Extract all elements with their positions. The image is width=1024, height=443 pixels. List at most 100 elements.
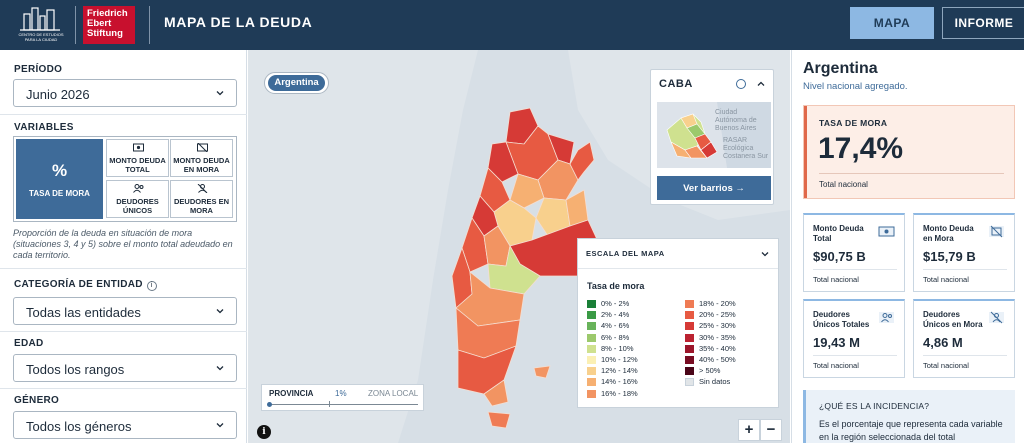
variable-label: MONTO DEUDA EN MORA [173, 156, 230, 174]
caba-minimap[interactable]: Ciudad Autónoma de Buenos Aires RASAR Ec… [657, 102, 771, 168]
variable-monto-deuda-total[interactable]: MONTO DEUDA TOTAL [106, 139, 169, 177]
card-note: Total nacional [923, 361, 969, 370]
minimap-label: Buenos Aires [715, 125, 757, 132]
slider-tick [329, 401, 330, 407]
divider [0, 388, 247, 389]
caba-barrio[interactable] [684, 145, 708, 159]
variable-tasa-de-mora[interactable]: % TASA DE MORA [16, 139, 103, 219]
chevron-up-icon[interactable] [757, 80, 765, 88]
periodo-value: Junio 2026 [26, 87, 90, 102]
city-studies-logo-caption: CENTRO DE ESTUDIOS PARA LA CIUDAD [18, 32, 64, 42]
people-icon [879, 312, 894, 323]
legend-swatch [587, 344, 596, 353]
info-icon[interactable]: i [257, 425, 271, 439]
money-off-icon [197, 143, 208, 152]
legend-swatch [685, 322, 694, 331]
genero-value: Todos los géneros [26, 419, 132, 434]
variable-deudores-en-mora[interactable]: DEUDORES EN MORA [170, 180, 233, 218]
deudores-unicos-totales-card: Deudores Únicos Totales 19,43 M Total na… [803, 299, 905, 378]
locate-icon[interactable] [736, 79, 746, 89]
province-santa-cruz-south[interactable] [483, 379, 509, 407]
legend-item-label: 4% - 6% [601, 321, 630, 331]
edad-label: EDAD [14, 338, 44, 349]
caba-title: CABA [659, 78, 693, 90]
resolution-slider[interactable]: PROVINCIA 1% ZONA LOCAL [261, 384, 424, 411]
variable-label: DEUDORES ÚNICOS [116, 197, 159, 215]
province-santiago-del-estero[interactable] [509, 173, 545, 209]
card-value: $90,75 B [813, 249, 866, 264]
slider-right-label: ZONA LOCAL [368, 389, 419, 398]
zoom-in-button[interactable]: + [738, 419, 760, 441]
legend-item-label: 12% - 14% [601, 366, 638, 376]
chevron-down-icon [216, 366, 224, 371]
person-off-icon [197, 184, 208, 193]
slider-handle[interactable] [267, 402, 272, 407]
card-divider [923, 269, 1007, 270]
percent-icon: % [51, 161, 68, 180]
monto-deuda-total-card: Monto Deuda Total $90,75 B Total naciona… [803, 213, 905, 292]
tasa-de-mora-card: TASA DE MORA 17,4% Total nacional [803, 105, 1015, 199]
province-mendoza[interactable] [461, 217, 489, 273]
slider-value: 1% [335, 389, 347, 398]
legend-item-label: 6% - 8% [601, 332, 630, 342]
minimap-label: Ciudad [715, 109, 737, 116]
info-icon[interactable]: i [146, 281, 157, 291]
nav-informe-button[interactable]: INFORME [942, 7, 1024, 39]
periodo-select[interactable]: Junio 2026 [13, 79, 237, 107]
card-value: 19,43 M [813, 335, 860, 350]
city-studies-logo[interactable]: CENTRO DE ESTUDIOS PARA LA CIUDAD [14, 4, 68, 46]
legend-swatch [587, 389, 596, 398]
zoom-out-button[interactable]: − [760, 419, 782, 441]
edad-select[interactable]: Todos los rangos [13, 354, 237, 382]
minimap-label: Ecológica [723, 145, 753, 152]
app-title: MAPA DE LA DEUDA [164, 14, 313, 30]
legend-swatch [685, 300, 694, 308]
card-divider [819, 173, 1004, 174]
divider [0, 268, 247, 269]
card-note: Total nacional [819, 180, 868, 189]
ver-barrios-button[interactable]: Ver barrios → [657, 176, 771, 200]
people-icon [133, 184, 144, 193]
money-icon [133, 143, 144, 152]
variable-monto-deuda-en-mora[interactable]: MONTO DEUDA EN MORA [170, 139, 233, 177]
legend-item-label: 0% - 2% [601, 299, 630, 308]
province-catamarca[interactable] [487, 141, 519, 183]
legend-item-label: 40% - 50% [699, 355, 736, 364]
summary-subtitle: Nivel nacional agregado. [803, 81, 908, 92]
legend-swatch [587, 367, 596, 376]
accent-bar [804, 106, 807, 198]
categoria-select[interactable]: Todas las entidades [13, 297, 237, 325]
header-divider [75, 6, 76, 44]
top-bar: CENTRO DE ESTUDIOS PARA LA CIUDAD Friedr… [0, 0, 1024, 50]
categoria-label: CATEGORÍA DE ENTIDAD i [14, 279, 157, 291]
slider-track[interactable] [270, 404, 418, 405]
variable-deudores-unicos[interactable]: DEUDORES ÚNICOS [106, 180, 169, 218]
genero-select[interactable]: Todos los géneros [13, 411, 237, 439]
legend-item-label: 25% - 30% [699, 321, 736, 331]
chevron-down-icon[interactable] [761, 250, 769, 258]
fes-logo-line: Stiftung [87, 28, 123, 39]
edad-value: Todos los rangos [26, 362, 125, 377]
legend-item-label: 35% - 40% [699, 343, 736, 353]
province-misiones-corrientes[interactable] [569, 141, 595, 181]
chevron-down-icon [216, 423, 224, 428]
country-selector[interactable]: Argentina [264, 72, 329, 94]
legend-item-label: 30% - 35% [699, 332, 736, 342]
person-off-icon [989, 311, 1004, 324]
money-off-icon [989, 225, 1004, 238]
legend-item-label: 10% - 12% [601, 355, 638, 364]
province-entre-rios[interactable] [565, 189, 589, 227]
province-tierra-del-fuego[interactable] [487, 411, 511, 429]
variable-description: Proporción de la deuda en situación de m… [13, 228, 233, 260]
card-value: 17,4% [818, 132, 904, 165]
card-note: Total nacional [923, 275, 969, 284]
nav-mapa-button[interactable]: MAPA [850, 7, 934, 39]
map-legend: ESCALA DEL MAPA Tasa de mora 0% - 2% 2% -… [577, 238, 779, 408]
fes-logo[interactable]: Friedrich Ebert Stiftung [83, 6, 135, 44]
legend-swatch [587, 333, 596, 342]
divider [0, 331, 247, 332]
deudores-unicos-en-mora-card: Deudores Únicos en Mora 4,86 M Total nac… [913, 299, 1015, 378]
islas-malvinas[interactable] [533, 365, 551, 379]
incidencia-info-box: ¿QUÉ ES LA INCIDENCIA? Es el porcentaje … [803, 390, 1015, 443]
card-value: 4,86 M [923, 335, 963, 350]
